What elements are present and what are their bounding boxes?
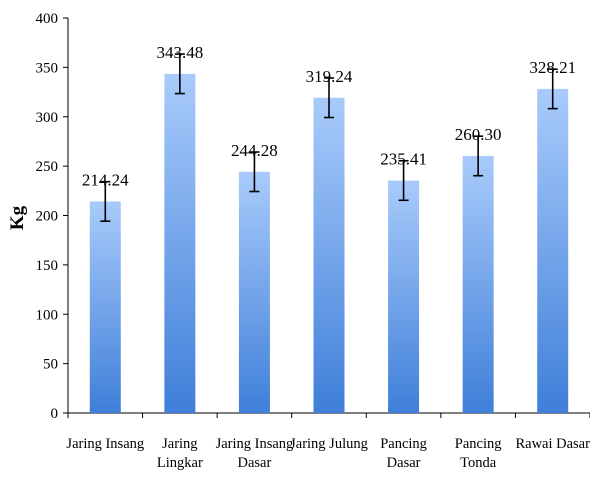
y-axis-label: Kg	[7, 205, 28, 230]
category-labels: Jaring Insang Jaring Lingkar Jaring Insang D…	[66, 436, 590, 471]
bar-series	[89, 73, 569, 414]
x-axis	[67, 412, 590, 418]
category-label: Pancing	[455, 436, 502, 452]
data-label: 260.30	[455, 125, 502, 144]
category-label: Tonda	[460, 455, 497, 471]
data-label: 235.41	[380, 150, 427, 169]
error-bars	[100, 53, 558, 222]
bar	[238, 171, 270, 413]
category-label: Jaring Insang	[216, 436, 294, 452]
category-label: Rawai Dasar	[515, 436, 590, 452]
bar	[537, 88, 569, 413]
bar	[89, 201, 121, 413]
data-label: 328.21	[529, 58, 576, 77]
y-tick-label: 350	[36, 60, 59, 76]
category-label: Lingkar	[157, 455, 203, 471]
y-tick-label: 400	[36, 11, 59, 27]
data-label: 319.24	[306, 67, 353, 86]
category-label: Jaring Julung	[290, 436, 368, 452]
y-tick-label: 150	[36, 258, 59, 274]
bar	[164, 73, 196, 413]
y-tick-label: 100	[36, 307, 59, 323]
data-label: 343.48	[156, 43, 203, 62]
category-label: Dasar	[387, 455, 421, 471]
y-tick-label: 300	[36, 110, 59, 126]
y-tick-label: 200	[36, 209, 59, 225]
data-labels: 214.24 343.48 244.28 319.24 235.41 260.30 328.…	[82, 43, 576, 190]
bar	[462, 155, 494, 414]
bar	[313, 97, 345, 414]
data-label: 244.28	[231, 141, 278, 160]
y-tick-label: 50	[43, 357, 58, 373]
y-axis: 0 50 100 150 200 250 300 350 400	[36, 11, 69, 422]
y-tick-label: 250	[36, 159, 59, 175]
category-label: Dasar	[238, 455, 272, 471]
category-label: Jaring	[162, 436, 197, 452]
category-label: Pancing	[380, 436, 427, 452]
y-tick-label: 0	[51, 406, 59, 422]
data-label: 214.24	[82, 170, 129, 189]
category-label: Jaring Insang	[66, 436, 144, 452]
bar	[388, 180, 420, 413]
